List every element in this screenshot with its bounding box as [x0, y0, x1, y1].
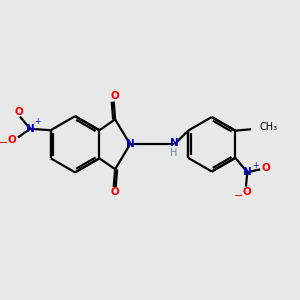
- Text: H: H: [170, 148, 178, 158]
- Text: N: N: [170, 138, 179, 148]
- Text: CH₃: CH₃: [259, 122, 277, 132]
- Text: −: −: [234, 191, 243, 201]
- Text: O: O: [243, 187, 252, 197]
- Text: −: −: [0, 137, 8, 148]
- Text: O: O: [111, 187, 119, 197]
- Text: N: N: [126, 139, 134, 149]
- Text: O: O: [14, 107, 23, 118]
- Text: O: O: [111, 92, 119, 101]
- Text: +: +: [252, 161, 259, 170]
- Text: O: O: [262, 163, 270, 173]
- Text: +: +: [34, 117, 41, 126]
- Text: O: O: [8, 135, 16, 145]
- Text: N: N: [243, 167, 252, 177]
- Text: N: N: [26, 124, 34, 134]
